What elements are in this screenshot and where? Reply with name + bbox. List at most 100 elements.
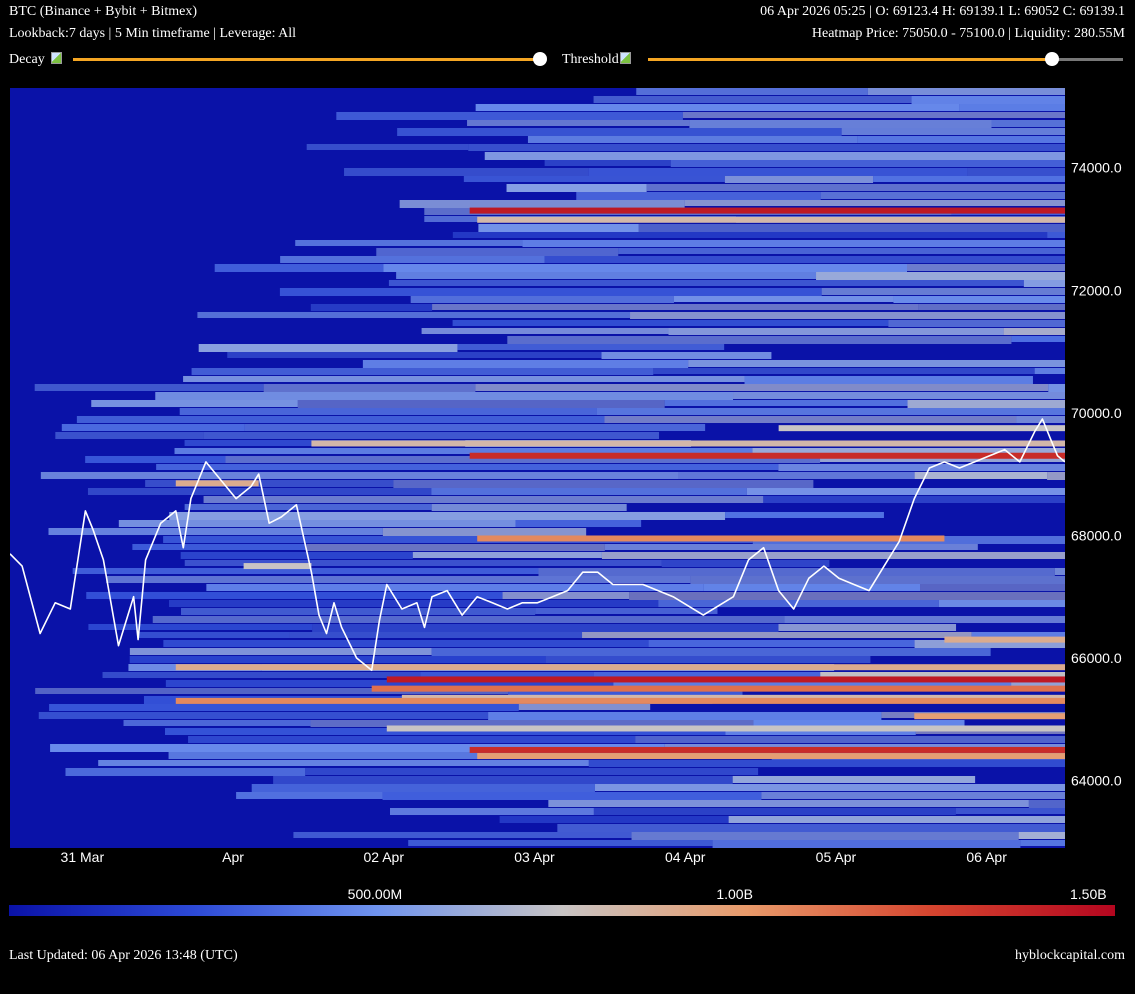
liquidity-cell xyxy=(821,288,1065,295)
liquidity-levels xyxy=(175,207,1065,760)
liquidity-cell xyxy=(420,672,594,679)
threshold-slider-thumb[interactable] xyxy=(1044,52,1059,66)
liquidity-cell xyxy=(203,432,660,439)
liquidity-level-band[interactable] xyxy=(311,440,1065,447)
liquidity-level-band[interactable] xyxy=(469,452,1065,459)
liquidity-cell xyxy=(48,528,383,535)
liquidity-cell xyxy=(576,192,821,200)
liquidity-cell xyxy=(123,720,311,726)
chart-subtitle: Lookback:7 days | 5 Min timeframe | Leve… xyxy=(9,26,297,41)
liquidity-cell xyxy=(507,336,1012,344)
liquidity-cell xyxy=(820,456,1065,462)
liquidity-cell xyxy=(129,648,432,655)
liquidity-cell xyxy=(382,792,762,800)
liquidity-cell xyxy=(34,384,264,391)
liquidity-cell xyxy=(689,120,992,128)
x-tick-label: 31 Mar xyxy=(61,849,105,865)
liquidity-cell xyxy=(1054,568,1065,575)
threshold-label: Threshold xyxy=(562,52,619,67)
liquidity-level-band[interactable] xyxy=(243,563,312,570)
liquidity-cell xyxy=(106,576,691,583)
liquidity-level-band[interactable] xyxy=(477,535,945,542)
liquidity-level-band[interactable] xyxy=(778,425,1065,432)
decay-control: Decay xyxy=(9,52,62,68)
liquidity-level-band[interactable] xyxy=(477,216,1065,223)
liquidity-level-band[interactable] xyxy=(175,664,1065,671)
liquidity-level-band[interactable] xyxy=(175,697,1065,704)
liquidity-cell xyxy=(1011,680,1065,687)
liquidity-cell xyxy=(452,320,889,326)
liquidity-cell xyxy=(557,824,1065,832)
liquidity-cell xyxy=(522,240,1065,247)
liquidity-cell xyxy=(653,368,1035,374)
liquidity-cell xyxy=(393,480,814,488)
liquidity-cell xyxy=(244,424,706,431)
liquidity-cell xyxy=(499,816,729,823)
liquidity-cell xyxy=(306,144,469,150)
heatmap-texture xyxy=(34,88,1065,848)
liquidity-level-band[interactable] xyxy=(386,725,1065,732)
liquidity-cell xyxy=(87,488,432,495)
liquidity-cell xyxy=(873,176,1065,182)
liquidity-cell xyxy=(629,592,1065,600)
liquidity-cell xyxy=(778,464,1065,471)
decay-slider-track[interactable] xyxy=(73,58,540,61)
liquidity-cell xyxy=(646,184,1065,191)
liquidity-cell xyxy=(588,168,968,176)
liquidity-cell xyxy=(156,464,779,470)
liquidity-cell xyxy=(183,376,745,382)
liquidity-cell xyxy=(506,184,647,192)
x-tick-label: 06 Apr xyxy=(966,849,1007,865)
liquidity-cell xyxy=(397,128,842,136)
liquidity-level-band[interactable] xyxy=(469,207,1065,214)
liquidity-cell xyxy=(857,136,1065,143)
liquidity-cell xyxy=(778,624,957,631)
liquidity-cell xyxy=(820,672,1065,680)
liquidity-level-band[interactable] xyxy=(469,746,1065,753)
liquidity-cell xyxy=(132,544,307,550)
liquidity-cell xyxy=(169,512,726,520)
liquidity-cell xyxy=(336,112,683,120)
decay-label: Decay xyxy=(9,52,45,67)
liquidity-cell xyxy=(673,296,894,302)
liquidity-level-band[interactable] xyxy=(386,676,1065,683)
liquidity-cell xyxy=(475,384,1049,391)
liquidation-heatmap-chart[interactable]: 31 Mar Apr 02 Apr 03 Apr 04 Apr 05 Apr 06 Apr … xyxy=(0,0,1135,880)
liquidity-cell xyxy=(636,88,868,95)
liquidity-level-band[interactable] xyxy=(175,480,259,487)
liquidity-cell xyxy=(102,672,421,678)
liquidity-cell xyxy=(545,656,871,663)
threshold-slider-track[interactable] xyxy=(648,58,1052,61)
decay-slider-thumb[interactable] xyxy=(533,52,547,66)
liquidity-cell xyxy=(382,528,587,536)
liquidity-level-band[interactable] xyxy=(371,685,1065,692)
liquidity-cell xyxy=(664,400,908,406)
brand-link[interactable]: hyblockcapital.com xyxy=(1014,948,1125,963)
liquidity-level-band[interactable] xyxy=(944,636,1065,643)
liquidity-cell xyxy=(690,576,1065,584)
liquidity-cell xyxy=(50,744,665,752)
ohlc-readout: 06 Apr 2026 05:25 | O: 69123.4 H: 69139.… xyxy=(760,4,1125,19)
liquidity-cell xyxy=(638,224,1065,232)
liquidity-cell xyxy=(733,392,1065,399)
liquidity-cell xyxy=(761,792,1065,799)
liquidity-cell xyxy=(163,640,649,647)
liquidity-cell xyxy=(682,112,1065,118)
liquidity-cell xyxy=(604,416,1017,423)
liquidity-level-band[interactable] xyxy=(477,753,1065,760)
liquidity-level-band[interactable] xyxy=(914,713,1065,720)
x-tick-label: 04 Apr xyxy=(665,849,706,865)
liquidity-cell xyxy=(197,312,631,318)
liquidity-cell xyxy=(279,288,822,296)
x-tick-label: Apr xyxy=(222,849,244,865)
price-line[interactable] xyxy=(10,418,1065,672)
liquidity-cell xyxy=(191,368,654,375)
liquidity-cell xyxy=(76,416,605,423)
liquidity-level-band[interactable] xyxy=(401,694,1065,701)
liquidity-cell xyxy=(478,224,639,232)
heatmap-plot-area[interactable] xyxy=(10,88,1065,848)
liquidity-cell xyxy=(214,264,384,272)
liquidity-cell xyxy=(155,392,734,400)
liquidity-cell xyxy=(174,448,753,454)
y-tick-label: 68000.0 xyxy=(1071,527,1122,543)
